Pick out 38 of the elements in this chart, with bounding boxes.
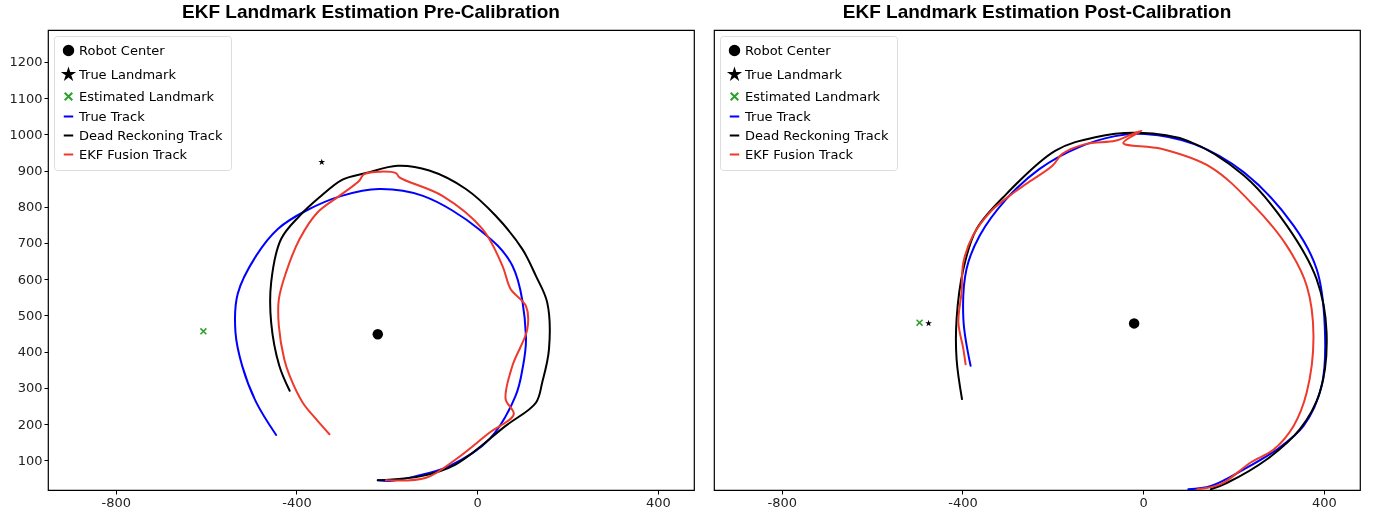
- y-tick-label: 600: [17, 271, 43, 287]
- y-tick-label: 1100: [9, 90, 43, 106]
- legend-label: True Track: [744, 108, 812, 124]
- chart-title: EKF Landmark Estimation Pre-Calibration: [182, 1, 560, 22]
- y-tick-label: 300: [17, 380, 43, 396]
- x-tick-label: -800: [767, 494, 798, 510]
- legend-label: Dead Reckoning Track: [79, 127, 223, 143]
- point: [199, 327, 208, 336]
- y-tick-label: 500: [17, 307, 43, 323]
- y-tick-label: 1200: [9, 54, 43, 70]
- y-tick-label: 400: [17, 344, 43, 360]
- x-tick-label: 400: [1311, 494, 1337, 510]
- x-tick-label: -800: [101, 494, 132, 510]
- legend-label: Dead Reckoning Track: [745, 127, 889, 143]
- y-tick-label: 700: [17, 235, 43, 251]
- line-series: [233, 188, 528, 482]
- legend-label: Estimated Landmark: [79, 88, 215, 104]
- x-tick-label: 400: [645, 494, 671, 510]
- legend-label: True Track: [78, 108, 146, 124]
- legend-label: EKF Fusion Track: [79, 146, 188, 162]
- x-tick-label: 0: [473, 494, 482, 510]
- x-tick-label: -400: [948, 494, 978, 510]
- y-tick-label: 1000: [9, 126, 43, 142]
- y-tick-label: 100: [17, 452, 43, 468]
- legend-label: Robot Center: [745, 42, 832, 58]
- legend-label: True Landmark: [744, 66, 843, 82]
- x-tick-label: 0: [1139, 494, 1148, 510]
- point: [372, 329, 384, 340]
- legend-label: Estimated Landmark: [745, 88, 881, 104]
- chart-title: EKF Landmark Estimation Post-Calibration: [842, 1, 1232, 22]
- legend-label: EKF Fusion Track: [745, 146, 854, 162]
- y-tick-label: 200: [17, 416, 43, 432]
- y-tick-label: 800: [17, 199, 43, 215]
- legend-label: Robot Center: [79, 42, 166, 58]
- y-tick-label: 900: [17, 163, 43, 179]
- legend-label: True Landmark: [78, 66, 177, 82]
- point: [318, 158, 326, 166]
- x-tick-label: -400: [282, 494, 312, 510]
